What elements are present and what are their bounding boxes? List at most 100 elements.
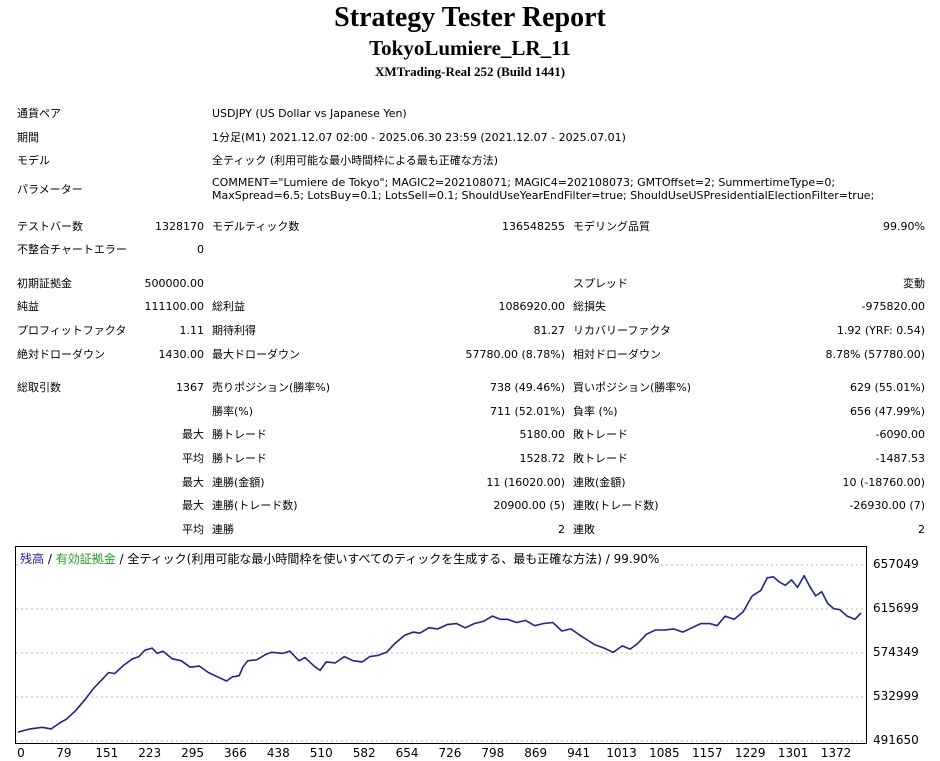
legend-separator: /	[44, 552, 56, 566]
x-tick-label: 726	[438, 746, 462, 760]
largest-word: 最大	[182, 428, 204, 441]
x-tick-label: 295	[181, 746, 205, 760]
x-tick-label: 438	[266, 746, 290, 760]
net-label: 純益	[17, 300, 39, 313]
x-tick-label: 0	[17, 746, 25, 760]
x-tick-label: 654	[395, 746, 419, 760]
period-value: 1分足(M1) 2021.12.07 02:00 - 2025.06.30 23…	[212, 131, 626, 144]
pair-label: 通貨ペア	[17, 107, 61, 120]
server-build: XMTrading-Real 252 (Build 1441)	[374, 64, 566, 79]
avg-consec-win-value: 2	[558, 523, 565, 536]
abs-dd-value: 1430.00	[158, 348, 205, 361]
y-tick-label: 615699	[873, 601, 919, 615]
max-consec-win-label: 連勝(金額)	[212, 476, 265, 489]
quality-value: 99.90%	[883, 220, 925, 233]
expected-label: 期待利得	[212, 324, 256, 337]
max-consec-loss-label: 連敗(金額)	[573, 476, 626, 489]
spread-value: 変動	[903, 277, 925, 290]
deposit-label: 初期証拠金	[17, 277, 72, 290]
pf-value: 1.11	[179, 324, 205, 337]
y-tick-label: 532999	[873, 689, 919, 703]
largest-loss-value: -6090.00	[875, 428, 925, 441]
trades-label: 総取引数	[17, 381, 61, 394]
max-dd-value: 57780.00 (8.78%)	[465, 348, 565, 361]
gross-loss-label: 総損失	[573, 300, 606, 313]
model-label: モデル	[17, 154, 50, 167]
y-tick-label: 491650	[873, 733, 919, 747]
x-tick-label: 1229	[734, 746, 766, 760]
largest-win-label: 勝トレード	[212, 428, 267, 441]
avg-consec-loss-value: 2	[918, 523, 925, 536]
ticks-value: 136548255	[502, 220, 565, 233]
abs-dd-label: 絶対ドローダウン	[17, 348, 105, 361]
max-consec-lossamt-label: 連敗(トレード数)	[573, 499, 659, 512]
balance-chart: 残高 / 有効証拠金 / 全ティック(利用可能な最小時間枠を使いすべてのティック…	[15, 546, 867, 744]
short-value: 738 (49.46%)	[489, 381, 565, 394]
max-consec-amount-word: 最大	[182, 499, 204, 512]
avg-win-label: 勝トレード	[212, 452, 267, 465]
x-tick-label: 1301	[777, 746, 809, 760]
x-tick-label: 941	[567, 746, 591, 760]
mismatch-value: 0	[197, 243, 204, 256]
x-tick-label: 366	[224, 746, 247, 760]
legend-balance: 残高	[20, 552, 45, 566]
max-consec-word: 最大	[182, 476, 204, 489]
x-tick-label: 1372	[820, 746, 852, 760]
short-label: 売りポジション(勝率%)	[212, 381, 331, 394]
recovery-label: リカバリーファクタ	[573, 324, 671, 337]
spread-label: スプレッド	[573, 277, 628, 290]
average-word: 平均	[182, 452, 204, 465]
model-value: 全ティック (利用可能な最小時間枠による最も正確な方法)	[212, 154, 499, 167]
avg-loss-value: -1487.53	[875, 452, 925, 465]
largest-win-value: 5180.00	[519, 428, 566, 441]
x-tick-label: 79	[56, 746, 72, 760]
x-tick-label: 869	[524, 746, 548, 760]
rel-dd-value: 8.78% (57780.00)	[825, 348, 925, 361]
recovery-value: 1.92 (YRF: 0.54)	[836, 324, 925, 337]
x-tick-label: 223	[138, 746, 162, 760]
report-title: Strategy Tester Report	[334, 2, 606, 33]
pf-label: プロフィットファクタ	[17, 324, 127, 337]
y-tick-label: 574349	[873, 645, 919, 659]
legend-model: 全ティック(利用可能な最小時間枠を使いすべてのティックを生成する、最も正確な方法…	[127, 552, 602, 566]
ticks-label: モデルティック数	[212, 220, 300, 233]
largest-loss-label: 敗トレード	[573, 428, 628, 441]
gross-loss-value: -975820.00	[861, 300, 925, 313]
x-tick-label: 582	[352, 746, 376, 760]
gross-profit-label: 総利益	[212, 300, 245, 313]
avg-win-value: 1528.72	[519, 452, 566, 465]
winrate-value: 711 (52.01%)	[489, 405, 565, 418]
max-consec-lossamt-value: -26930.00 (7)	[849, 499, 925, 512]
y-tick-label: 657049	[873, 557, 919, 571]
avg-consec-loss-label: 連敗	[573, 523, 595, 536]
max-consec-loss-value: 10 (-18760.00)	[842, 476, 925, 489]
max-consec-profit-value: 20900.00 (5)	[493, 499, 565, 512]
avg-consec-win-label: 連勝	[212, 523, 234, 536]
max-consec-win-value: 11 (16020.00)	[486, 476, 565, 489]
bars-value: 1328170	[155, 220, 204, 233]
avg-consec-word: 平均	[182, 523, 204, 536]
period-label: 期間	[17, 131, 39, 144]
legend-separator: /	[601, 552, 614, 566]
legend-separator: /	[115, 552, 128, 566]
balance-line	[17, 574, 862, 733]
params-value: COMMENT="Lumiere de Tokyo"; MAGIC2=20210…	[212, 176, 875, 202]
long-value: 629 (55.01%)	[849, 381, 925, 394]
x-tick-label: 798	[481, 746, 505, 760]
expected-value: 81.27	[533, 324, 566, 337]
quality-label: モデリング品質	[573, 220, 650, 233]
x-tick-label: 1085	[649, 746, 680, 760]
gross-profit-value: 1086920.00	[498, 300, 565, 313]
legend-equity: 有効証拠金	[55, 552, 116, 566]
params-label: パラメーター	[17, 183, 83, 196]
max-dd-label: 最大ドローダウン	[212, 348, 300, 361]
x-tick-label: 1157	[692, 746, 723, 760]
lossrate-label: 負率 (%)	[573, 405, 618, 418]
x-tick-label: 1013	[606, 746, 637, 760]
chart-legend: 残高 / 有効証拠金 / 全ティック(利用可能な最小時間枠を使いすべてのティック…	[20, 550, 662, 567]
winrate-label: 勝率(%)	[212, 405, 254, 418]
trades-value: 1367	[176, 381, 204, 394]
mismatch-label: 不整合チャートエラー	[17, 243, 127, 256]
bars-label: テストバー数	[17, 220, 83, 233]
x-tick-label: 151	[95, 746, 119, 760]
